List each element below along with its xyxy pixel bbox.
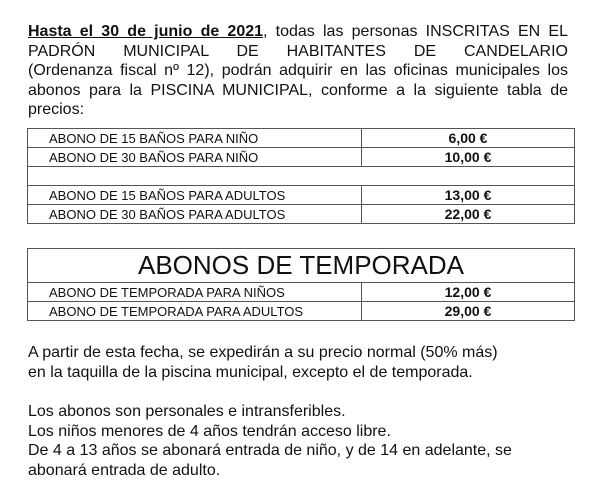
table-row: ABONO DE TEMPORADA PARA ADULTOS 29,00 € — [27, 301, 575, 321]
pass-label: ABONO DE 15 BAÑOS PARA NIÑO — [27, 128, 362, 148]
deadline-text: Hasta el 30 de junio de 2021 — [28, 23, 264, 40]
table-row: ABONO DE TEMPORADA PARA NIÑOS 12,00 € — [27, 282, 575, 302]
intro-paragraph: Hasta el 30 de junio de 2021, todas las … — [28, 22, 568, 120]
pass-price: 10,00 € — [361, 147, 575, 167]
pass-label: ABONO DE 30 BAÑOS PARA NIÑO — [27, 147, 362, 167]
bath-passes-table: ABONO DE 15 BAÑOS PARA NIÑO 6,00 € ABONO … — [27, 128, 575, 224]
text-line: Los niños menores de 4 años tendrán acce… — [28, 422, 391, 440]
pass-price: 29,00 € — [361, 301, 575, 321]
intro-line: PADRÓN MUNICIPAL DE HABITANTES DE CANDEL… — [28, 42, 568, 60]
intro-line: abonos para la PISCINA MUNICIPAL, confor… — [28, 81, 568, 99]
notes-paragraph: Los abonos son personales e intransferib… — [28, 402, 512, 480]
season-passes-table: ABONOS DE TEMPORADA ABONO DE TEMPORADA P… — [27, 248, 575, 321]
pass-price: 6,00 € — [361, 128, 575, 148]
table-row: ABONO DE 15 BAÑOS PARA NIÑO 6,00 € — [27, 128, 575, 148]
text-line: Los abonos son personales e intransferib… — [28, 403, 346, 420]
intro-line: (Ordenanza fiscal nº 12), podrán adquiri… — [28, 62, 568, 80]
intro-line: Hasta el 30 de junio de 2021, todas las … — [28, 22, 568, 42]
text-line: abonará entrada de adulto. — [28, 461, 221, 479]
season-title: ABONOS DE TEMPORADA — [27, 248, 575, 283]
after-deadline-paragraph: A partir de esta fecha, se expedirán a s… — [28, 343, 498, 382]
table-row: ABONO DE 30 BAÑOS PARA ADULTOS 22,00 € — [27, 204, 575, 224]
pass-label: ABONO DE TEMPORADA PARA NIÑOS — [27, 282, 362, 302]
pass-price: 22,00 € — [361, 204, 575, 224]
pass-label: ABONO DE TEMPORADA PARA ADULTOS — [27, 301, 362, 321]
intro-line: precios: — [28, 101, 85, 119]
text-line: A partir de esta fecha, se expedirán a s… — [28, 344, 498, 361]
spacer-row — [27, 166, 575, 186]
text-line: en la taquilla de la piscina municipal, … — [28, 363, 473, 381]
pass-price: 12,00 € — [361, 282, 575, 302]
pass-label: ABONO DE 15 BAÑOS PARA ADULTOS — [27, 185, 362, 205]
table-row: ABONO DE 30 BAÑOS PARA NIÑO 10,00 € — [27, 147, 575, 167]
pass-label: ABONO DE 30 BAÑOS PARA ADULTOS — [27, 204, 362, 224]
pass-price: 13,00 € — [361, 185, 575, 205]
intro-text: , todas las personas INSCRITAS EN EL — [263, 23, 569, 40]
table-header-row: ABONOS DE TEMPORADA — [27, 248, 575, 283]
text-line: De 4 a 13 años se abonará entrada de niñ… — [28, 442, 512, 459]
empty-cell — [27, 166, 575, 186]
table-row: ABONO DE 15 BAÑOS PARA ADULTOS 13,00 € — [27, 185, 575, 205]
